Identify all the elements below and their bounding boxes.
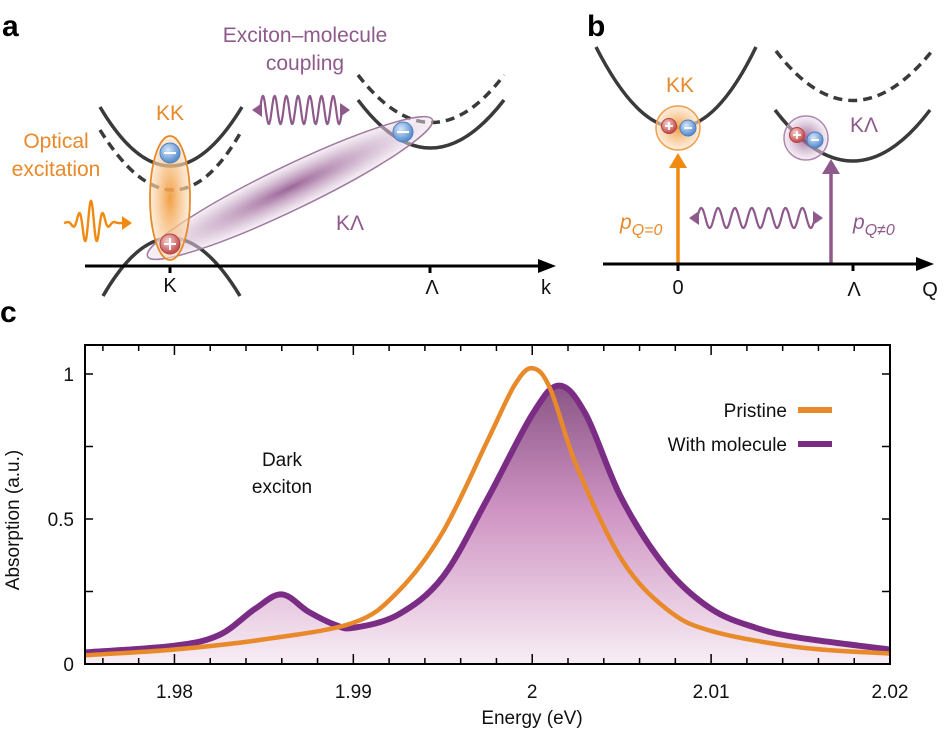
tick-label-lambda: Λ — [847, 279, 861, 301]
coupling-label-line2: coupling — [266, 52, 344, 75]
kk-exciton-ellipse — [149, 135, 191, 261]
arrow-head-right-icon — [813, 211, 823, 225]
kl-label-a: KΛ — [336, 212, 364, 235]
y-tick-label: 0.5 — [48, 510, 74, 531]
coupling-wave-arrow — [695, 206, 817, 230]
kl-label-b: KΛ — [850, 114, 878, 137]
panel-c: c 1.98 1.99 2 2.01 2.02 0 0.5 1 Pristine With mol… — [0, 296, 908, 729]
arrow-head-left-icon — [252, 103, 262, 117]
x-tick-label: 2.02 — [872, 682, 909, 703]
plot-frame — [84, 344, 891, 665]
legend-label: Pristine — [724, 401, 787, 422]
x-tick-label: 1.99 — [335, 682, 372, 703]
annotation-exciton: exciton — [252, 477, 312, 498]
conduction-band-lambda — [356, 98, 506, 150]
axis-label-k: k — [541, 277, 552, 299]
k-lambda-exciton-ellipse — [146, 115, 434, 261]
axis-arrow-icon — [916, 257, 934, 271]
bright-exciton-circle — [655, 105, 701, 151]
tick-label-k: K — [163, 275, 177, 297]
x-axis-label: Energy (eV) — [481, 708, 582, 729]
panel-label-c: c — [0, 296, 17, 329]
arrow-head-up-icon — [669, 153, 687, 168]
annotation-dark: Dark — [262, 450, 303, 471]
series-line-pristine — [84, 365, 891, 658]
x-tick-label: 2.01 — [693, 682, 730, 703]
p-qn0-label: pQ≠0 — [852, 211, 895, 239]
electron-icon — [392, 121, 414, 143]
panel-label-a: a — [2, 10, 19, 43]
coupling-wave-arrow — [258, 94, 344, 126]
axis-arrow-icon — [538, 259, 556, 273]
dark-conduction-band-lambda — [356, 73, 506, 125]
arrow-head-right-icon — [122, 216, 132, 230]
dark-exciton-circle — [783, 115, 829, 161]
panel-b: b KK KΛ pQ=0 pQ≠0 — [587, 10, 938, 301]
coupling-label-line1: Exciton–molecule — [223, 24, 388, 47]
y-axis-label: Absorption (a.u.) — [3, 450, 24, 590]
dark-band-k-lambda-upper — [774, 49, 934, 103]
light-pulse-wave — [63, 199, 124, 243]
x-tick-label: 1.98 — [156, 682, 193, 703]
legend-label: With molecule — [668, 435, 787, 456]
optical-label-line2: excitation — [12, 158, 101, 181]
arrow-head-left-icon — [689, 211, 699, 225]
electron-icon — [159, 142, 181, 164]
optical-label-line1: Optical — [23, 130, 88, 153]
series-line-with-molecule — [84, 382, 891, 656]
electron-icon — [806, 131, 824, 149]
kk-label-a: KK — [156, 102, 184, 125]
hole-icon — [661, 118, 677, 134]
absorption-chart: 1.98 1.99 2 2.01 2.02 0 0.5 1 Pristine With molec… — [48, 344, 909, 703]
y-tick-label: 1 — [63, 365, 74, 386]
x-tick-label: 2 — [527, 682, 538, 703]
axis-label-q: Q — [922, 279, 938, 301]
tick-label-lambda: Λ — [425, 277, 439, 299]
p-q0-label: pQ=0 — [619, 211, 662, 239]
arrow-head-up-icon — [822, 159, 840, 174]
panel-a: a Exciton–molecule coupling KK Optical e… — [2, 10, 556, 299]
tick-label-zero: 0 — [672, 277, 683, 299]
kk-label-b: KK — [666, 74, 694, 97]
hole-icon — [159, 233, 181, 255]
arrow-head-right-icon — [340, 103, 350, 117]
y-tick-label: 0 — [63, 655, 74, 676]
panel-label-b: b — [587, 10, 605, 43]
hole-icon — [789, 127, 805, 143]
with-molecule-fill — [85, 385, 890, 664]
electron-icon — [679, 119, 697, 137]
